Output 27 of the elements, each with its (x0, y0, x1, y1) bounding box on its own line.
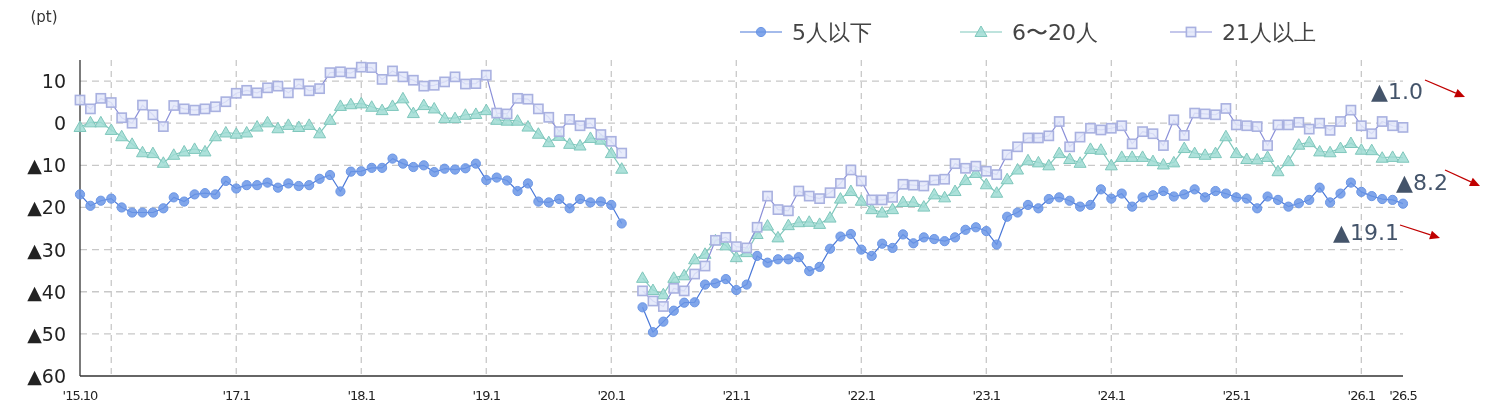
x-tick-label: '26.1 (1347, 388, 1376, 403)
x-tick-label: '24.1 (1097, 388, 1126, 403)
y-axis-title: (pt) (30, 8, 58, 26)
legend-label: 5人以下 (792, 20, 872, 45)
annotation: ▲8.2 (1396, 169, 1448, 195)
x-tick-label: '22.1 (847, 388, 876, 403)
y-tick-label: ▲20 (27, 196, 66, 219)
legend-label: 21人以上 (1222, 20, 1316, 45)
y-tick-label: ▲50 (27, 322, 66, 345)
x-tick-label: '21.1 (722, 388, 751, 403)
annotation: ▲19.1 (1333, 219, 1399, 245)
x-tick-label: '20.1 (597, 388, 626, 403)
x-tick-label: '15.10 (62, 388, 99, 403)
x-tick-label: '23.1 (972, 388, 1001, 403)
x-tick-label: '19.1 (472, 388, 501, 403)
y-tick-label: ▲40 (27, 280, 66, 303)
annotation: ▲1.0 (1371, 79, 1423, 105)
y-tick-label: ▲30 (27, 238, 66, 261)
x-tick-label: '25.1 (1222, 388, 1251, 403)
y-tick-label: 10 (41, 70, 66, 93)
x-tick-label: '17.1 (222, 388, 251, 403)
x-tick-label: '26.5 (1389, 388, 1418, 403)
y-tick-label: ▲10 (27, 154, 66, 177)
legend-label: 6〜20人 (1012, 20, 1098, 45)
y-tick-label: 0 (53, 112, 66, 135)
x-tick-label: '18.1 (347, 388, 376, 403)
y-tick-label: ▲60 (27, 365, 66, 387)
